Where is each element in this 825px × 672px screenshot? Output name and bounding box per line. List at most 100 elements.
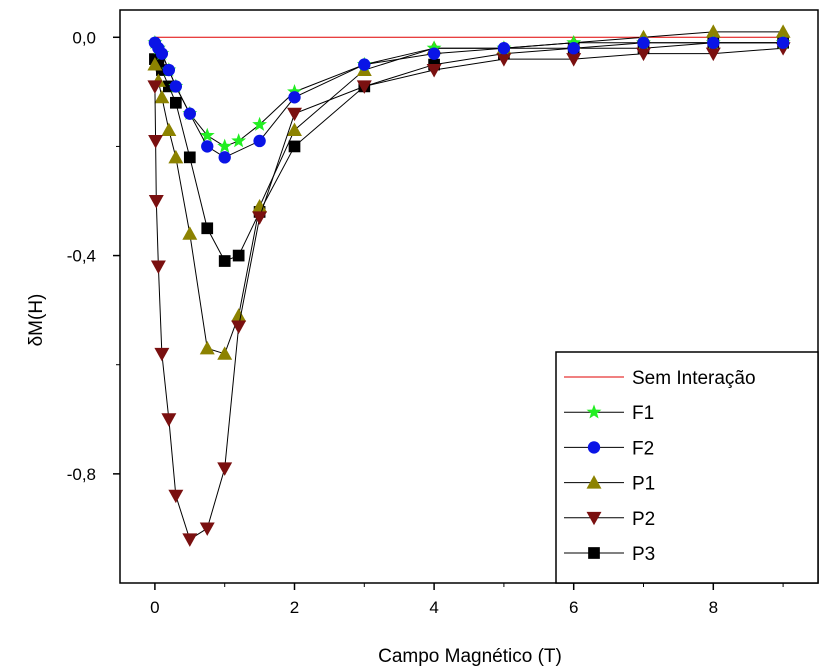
data-point-p2 [356, 80, 372, 94]
data-point-p2 [154, 347, 170, 362]
data-point-p1 [168, 149, 184, 164]
data-point-f2 [162, 63, 176, 77]
data-point-p2 [182, 533, 198, 547]
data-point-p1 [154, 89, 170, 104]
legend-label-p1: P1 [632, 474, 655, 495]
y-tick-label: 0,0 [72, 28, 96, 47]
x-tick-label: 6 [569, 598, 578, 617]
legend-entry-p2: P2 [564, 509, 655, 530]
data-point-p2 [636, 47, 651, 62]
data-point-p1 [147, 57, 163, 71]
legend-label-f2: F2 [632, 438, 654, 459]
data-point-p3 [218, 255, 231, 267]
data-point-f2 [169, 80, 183, 93]
data-point-f2 [567, 42, 580, 55]
data-point-f1 [566, 34, 582, 50]
data-point-f2 [427, 47, 441, 60]
data-point-f1 [426, 40, 442, 55]
data-point-p2 [148, 195, 164, 209]
data-point-p2 [566, 53, 582, 67]
data-point-f1 [287, 84, 302, 99]
data-point-p2 [426, 64, 442, 78]
data-point-p3 [163, 80, 175, 93]
legend-entry-f1: F1 [564, 403, 654, 424]
data-point-p2 [199, 522, 215, 536]
data-point-p2 [148, 134, 164, 149]
data-point-p2 [147, 80, 163, 94]
data-point-f1 [252, 116, 268, 131]
data-point-f2 [497, 42, 511, 55]
data-point-p1 [199, 340, 215, 355]
data-point-p1 [217, 346, 233, 360]
data-point-f1 [217, 138, 233, 153]
data-point-f2 [201, 140, 214, 153]
data-point-f2 [218, 151, 231, 164]
data-point-p1 [287, 122, 302, 137]
x-tick-label: 2 [290, 598, 299, 617]
data-point-p3 [169, 96, 182, 109]
series-p2 [147, 42, 791, 547]
legend-label-p3: P3 [632, 544, 655, 565]
y-tick-label: -0,8 [67, 465, 96, 484]
data-point-f2 [183, 107, 196, 120]
legend-marker-p2 [586, 511, 602, 526]
legend-marker-p3 [588, 547, 600, 559]
legend-label-sem-interacao: Sem Interação [632, 368, 756, 389]
legend-entry-sem-interacao: Sem Interação [564, 368, 756, 389]
legend-marker-f1 [586, 404, 602, 419]
axes: 0 2 4 6 8 0,0 -0,4 -0,8 [67, 9, 819, 617]
series-line-f1 [154, 42, 784, 147]
y-tick-label: -0,4 [67, 247, 96, 266]
series-line-p2 [154, 47, 784, 541]
data-point-f2 [253, 134, 266, 148]
series-p1 [147, 24, 791, 360]
data-point-f2 [288, 91, 301, 104]
legend-box [555, 351, 819, 584]
data-point-p1 [705, 24, 721, 38]
legend: Sem Interação F1 F2 P1 P2 P3 [555, 351, 819, 584]
data-point-p2 [168, 489, 184, 504]
plot-area [147, 24, 791, 547]
x-axis-label: Campo Magnético (T) [378, 646, 562, 667]
data-point-p2 [231, 320, 247, 334]
data-point-p2 [217, 462, 233, 476]
data-point-f2 [358, 58, 371, 71]
data-point-p2 [287, 107, 302, 122]
legend-entry-p3: P3 [564, 544, 655, 565]
data-point-p3 [288, 140, 301, 153]
data-point-p2 [150, 260, 166, 274]
x-tick-label: 0 [150, 598, 159, 617]
data-point-p1 [161, 122, 177, 137]
data-point-p2 [252, 211, 268, 225]
data-point-p1 [182, 226, 198, 240]
data-point-f1 [231, 133, 247, 148]
x-tick-label: 4 [429, 598, 438, 617]
data-point-p3 [201, 222, 214, 235]
data-point-p2 [705, 47, 721, 62]
legend-marker-p1 [586, 475, 602, 489]
data-point-p2 [161, 413, 177, 427]
data-point-p1 [775, 24, 791, 38]
plot-frame [119, 9, 819, 584]
y-axis-label: δM(H) [26, 294, 47, 347]
series-f1 [147, 34, 791, 153]
legend-label-p2: P2 [632, 509, 655, 530]
data-point-p1 [252, 198, 268, 213]
series-line-f2 [154, 42, 784, 158]
x-tick-label: 8 [709, 598, 718, 617]
data-point-p3 [183, 151, 196, 164]
legend-marker-f2 [587, 441, 601, 454]
data-point-p3 [232, 249, 245, 262]
data-point-f2 [637, 36, 650, 49]
data-point-f2 [155, 47, 169, 60]
data-point-f2 [707, 36, 720, 49]
series-f2 [148, 36, 790, 164]
legend-entry-p1: P1 [564, 474, 655, 495]
series-line-p3 [154, 42, 784, 262]
series-p3 [149, 36, 789, 267]
series-line-p1 [154, 31, 784, 355]
legend-label-f1: F1 [632, 403, 654, 424]
data-point-f1 [199, 127, 215, 142]
data-point-f2 [776, 36, 790, 49]
